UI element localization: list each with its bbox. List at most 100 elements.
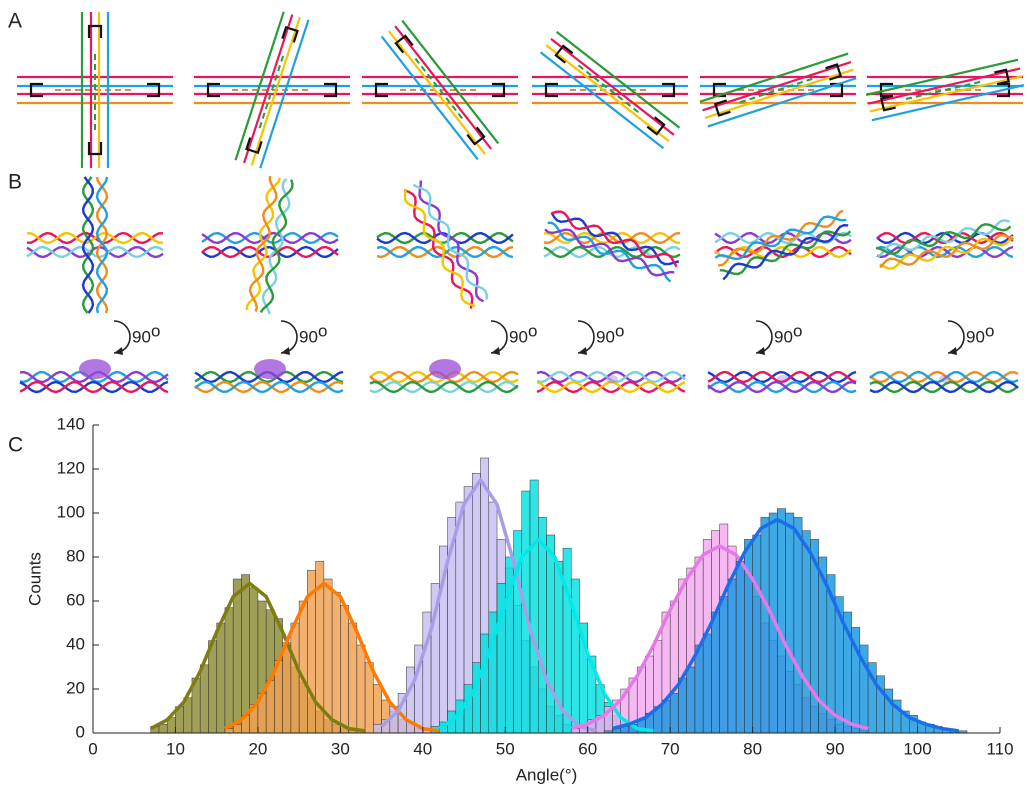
rotation-marker: 90o — [948, 321, 994, 355]
bar — [703, 634, 711, 733]
rotation-marker: 90o — [578, 321, 624, 355]
rotation-superscript: o — [318, 321, 327, 340]
bar — [349, 623, 357, 733]
bar — [720, 597, 728, 733]
strand-bundle — [700, 77, 856, 103]
arrow-head — [281, 347, 290, 355]
x-tick-label: 20 — [248, 739, 267, 758]
bar — [283, 643, 291, 733]
arrow-head — [578, 347, 587, 355]
arrow-head — [114, 347, 123, 355]
bar — [736, 561, 744, 733]
bar — [670, 693, 678, 733]
bar — [711, 612, 719, 733]
bar — [208, 641, 216, 733]
rotation-superscript: o — [615, 321, 624, 340]
bar — [217, 623, 225, 733]
duplex-bundle — [401, 180, 490, 310]
junction — [254, 359, 286, 379]
bar — [547, 535, 555, 733]
duplex-bundle — [83, 177, 107, 313]
y-tick-label: 100 — [57, 502, 85, 521]
x-tick-label: 40 — [413, 739, 432, 758]
panel-label: A — [8, 10, 22, 33]
y-tick-label: 60 — [66, 590, 85, 609]
bar — [728, 579, 736, 733]
strand-bundle — [541, 32, 680, 149]
x-tick-label: 50 — [496, 739, 515, 758]
duplex-bundle — [544, 208, 679, 281]
panel-label: B — [8, 171, 22, 194]
rotation-marker: 90o — [756, 321, 802, 355]
figure: A B C 90o90o90o90o90o90o 020406080100120… — [0, 0, 1027, 795]
bar — [340, 605, 348, 733]
bar — [299, 601, 307, 733]
rotation-superscript: o — [985, 321, 994, 340]
y-tick-label: 0 — [76, 722, 85, 741]
arrow-head — [756, 347, 765, 355]
duplex-side — [20, 359, 168, 392]
bar — [687, 667, 695, 733]
bar — [777, 509, 785, 733]
x-tick-label: 60 — [578, 739, 597, 758]
duplex-bundle — [27, 233, 163, 257]
strand-bundle — [382, 21, 499, 160]
bar — [373, 724, 381, 733]
duplex-side — [195, 359, 343, 392]
y-tick-label: 120 — [57, 458, 85, 477]
y-tick-label: 140 — [57, 414, 85, 433]
helix-strand — [715, 210, 846, 266]
bar — [365, 663, 373, 733]
y-axis-title: Counts — [25, 552, 44, 606]
arrow-head — [491, 347, 500, 355]
arrow-head — [948, 347, 957, 355]
rotation-superscript: o — [151, 321, 160, 340]
rotation-label: 90 — [132, 327, 151, 346]
junction — [939, 375, 951, 383]
rotation-superscript: o — [793, 321, 802, 340]
junction — [777, 375, 789, 383]
bar — [456, 502, 464, 733]
rotation-superscript: o — [528, 321, 537, 340]
duplex-side — [537, 372, 685, 392]
duplex-bundle — [876, 219, 1014, 271]
bar — [794, 517, 802, 733]
schematics — [17, 12, 1024, 168]
rotation-marker: 90o — [114, 321, 160, 355]
rotation-label: 90 — [299, 327, 318, 346]
duplex-side — [870, 372, 1018, 392]
junction — [429, 359, 461, 379]
strand — [395, 26, 491, 149]
panel-label: C — [8, 434, 23, 457]
x-tick-label: 100 — [903, 739, 931, 758]
strand-bundle — [866, 60, 1024, 120]
bar — [481, 634, 489, 733]
y-tick-label: 40 — [66, 634, 85, 653]
bar — [200, 665, 208, 733]
x-tick-label: 30 — [331, 739, 350, 758]
bar — [159, 724, 167, 733]
bar — [802, 531, 810, 733]
rotation-label: 90 — [509, 327, 528, 346]
bar — [332, 592, 340, 733]
duplex-bundle — [715, 210, 851, 279]
duplex-side — [370, 359, 518, 392]
bar — [357, 645, 365, 733]
rotation-label: 90 — [596, 327, 615, 346]
bar — [291, 623, 299, 733]
bar — [695, 645, 703, 733]
bar — [225, 608, 233, 733]
bar — [530, 480, 538, 733]
junction — [606, 375, 618, 383]
x-axis-title: Angle(°) — [516, 765, 578, 784]
x-tick-label: 70 — [661, 739, 680, 758]
duplex-bundle — [246, 176, 293, 314]
bar — [538, 517, 546, 733]
junction — [79, 359, 111, 379]
bar — [786, 513, 794, 733]
rotation-marker: 90o — [281, 321, 327, 355]
strand — [389, 31, 485, 154]
